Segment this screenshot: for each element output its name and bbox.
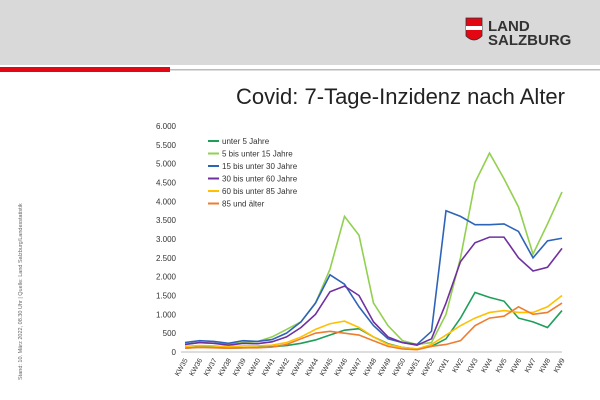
x-tick-label: KW35 bbox=[174, 357, 190, 377]
x-tick-label: KW46 bbox=[334, 357, 350, 377]
y-tick-label: 3.500 bbox=[156, 216, 177, 225]
x-tick-label: KW47 bbox=[348, 357, 364, 377]
x-tick-label: KW43 bbox=[290, 357, 306, 377]
x-tick-label: KW52 bbox=[421, 357, 437, 377]
legend-label: 85 und älter bbox=[222, 200, 265, 209]
series-line bbox=[184, 209, 563, 346]
x-tick-label: KW7 bbox=[524, 357, 538, 374]
x-tick-label: KW8 bbox=[539, 357, 553, 374]
x-tick-label: KW48 bbox=[363, 357, 379, 377]
header-band bbox=[0, 0, 600, 65]
y-tick-label: 5.000 bbox=[156, 160, 177, 169]
x-tick-label: KW41 bbox=[261, 357, 277, 377]
logo-stripe bbox=[466, 26, 482, 30]
x-tick-label: KW9 bbox=[553, 357, 567, 374]
y-tick-label: 1.500 bbox=[156, 292, 177, 301]
legend-label: unter 5 Jahre bbox=[222, 137, 270, 146]
chart-title: Covid: 7-Tage-Inzidenz nach Alter bbox=[236, 84, 565, 109]
x-tick-label: KW2 bbox=[452, 357, 466, 374]
series-line bbox=[184, 151, 563, 346]
legend-label: 5 bis unter 15 Jahre bbox=[222, 150, 293, 159]
y-tick-label: 6.000 bbox=[156, 122, 177, 131]
x-tick-label: KW1 bbox=[437, 357, 451, 374]
x-tick-label: KW49 bbox=[377, 357, 393, 377]
y-tick-label: 4.500 bbox=[156, 179, 177, 188]
x-tick-label: KW51 bbox=[406, 357, 422, 377]
logo: LAND SALZBURG bbox=[465, 17, 571, 49]
series-line bbox=[184, 302, 563, 351]
x-tick-label: KW38 bbox=[218, 357, 234, 377]
y-tick-label: 5.500 bbox=[156, 141, 177, 150]
red-bar bbox=[0, 67, 170, 72]
logo-text: SALZBURG bbox=[488, 32, 571, 49]
x-tick-label: KW39 bbox=[232, 357, 248, 377]
y-tick-label: 2.500 bbox=[156, 254, 177, 263]
x-tick-label: KW6 bbox=[510, 357, 524, 374]
x-tick-label: KW50 bbox=[392, 357, 408, 377]
y-tick-label: 4.000 bbox=[156, 197, 177, 206]
x-tick-label: KW42 bbox=[276, 357, 292, 377]
logo-text: LAND bbox=[488, 18, 530, 35]
y-tick-label: 1.000 bbox=[156, 310, 177, 319]
y-tick-label: 2.000 bbox=[156, 273, 177, 282]
x-tick-label: KW40 bbox=[247, 357, 263, 377]
y-tick-label: 500 bbox=[163, 329, 177, 338]
y-tick-label: 3.000 bbox=[156, 235, 177, 244]
series-line bbox=[184, 294, 563, 350]
legend-label: 60 bis unter 85 Jahre bbox=[222, 187, 298, 196]
legend-label: 30 bis unter 60 Jahre bbox=[222, 175, 298, 184]
legend-label: 15 bis unter 30 Jahre bbox=[222, 162, 298, 171]
x-tick-label: KW36 bbox=[189, 357, 205, 377]
side-note: Stand: 10. März 2022, 08.30 Uhr | Quelle… bbox=[18, 203, 24, 380]
x-tick-label: KW4 bbox=[481, 357, 495, 374]
x-tick-label: KW3 bbox=[466, 357, 480, 374]
x-tick-label: KW44 bbox=[305, 357, 321, 377]
x-tick-label: KW5 bbox=[495, 357, 509, 374]
x-tick-label: KW45 bbox=[319, 357, 335, 377]
y-tick-label: 0 bbox=[172, 348, 177, 357]
series-line bbox=[184, 236, 563, 347]
x-tick-label: KW37 bbox=[203, 357, 219, 377]
gray-rule bbox=[170, 69, 600, 71]
